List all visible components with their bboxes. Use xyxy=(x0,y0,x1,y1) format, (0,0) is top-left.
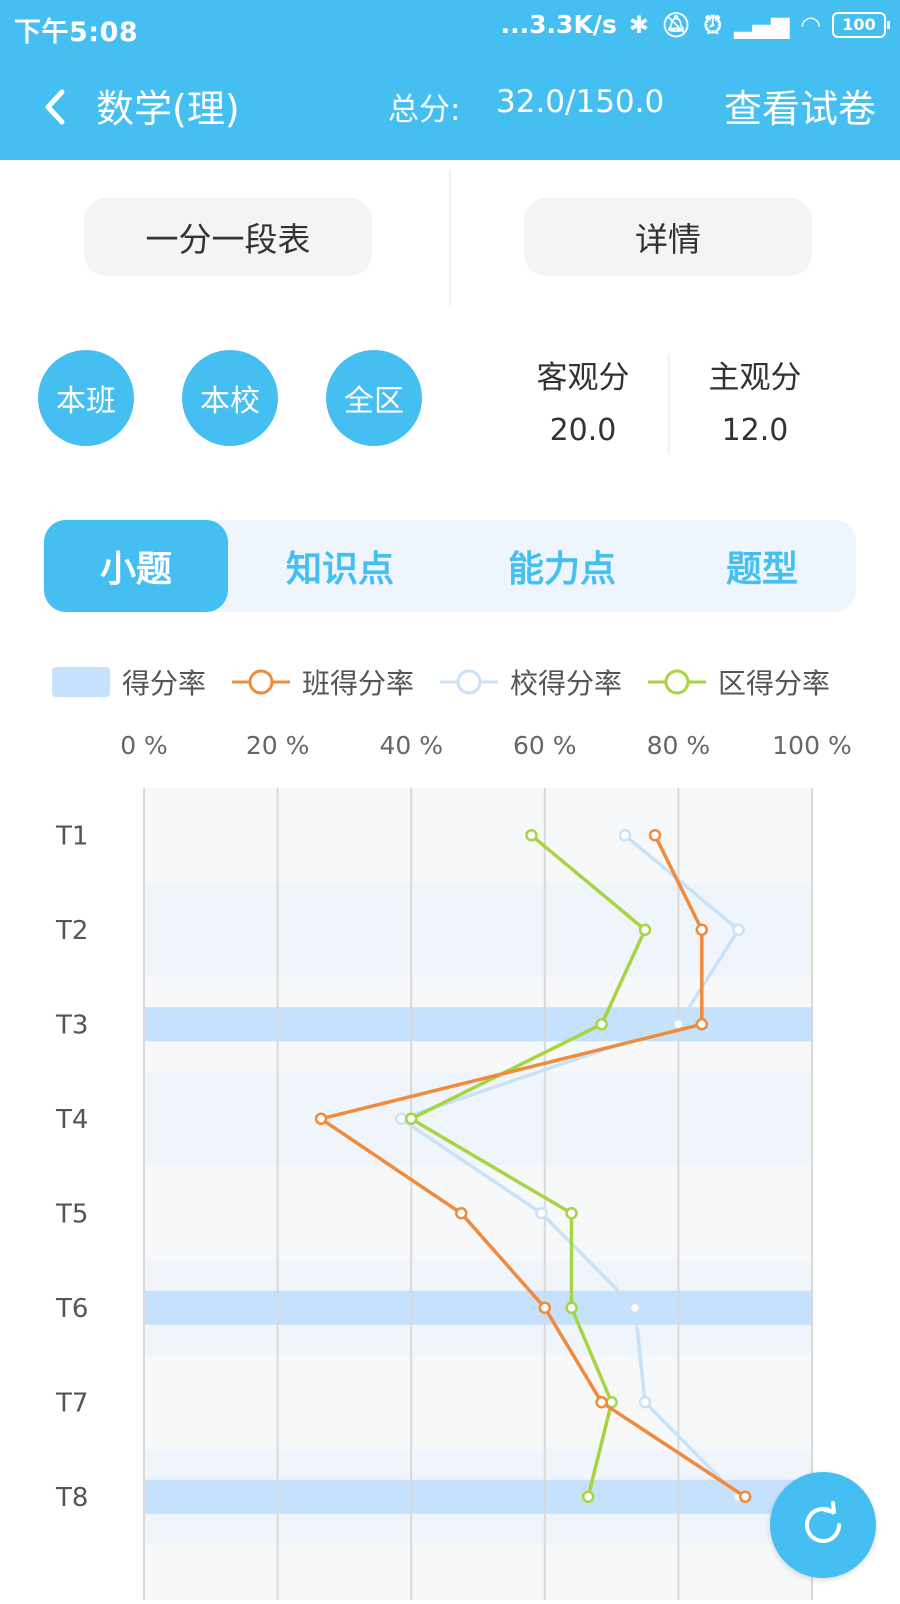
legend-school-line xyxy=(440,669,498,695)
legend-district-line xyxy=(648,669,706,695)
district-rate-point xyxy=(565,1301,578,1314)
class-rate-point xyxy=(648,829,662,842)
x-tick-label: 100 % xyxy=(772,731,851,760)
row-band xyxy=(144,882,812,977)
y-tick-label: T6 xyxy=(55,1294,88,1324)
legend-class-rate-label: 班得分率 xyxy=(302,667,415,700)
row-band xyxy=(144,1355,812,1450)
y-tick-label: T7 xyxy=(55,1388,88,1418)
mute-icon: 🔕︎ xyxy=(660,10,692,39)
school-rate-point xyxy=(618,829,632,842)
legend-district-rate: 区得分率 xyxy=(648,660,830,704)
legend-school-rate-label: 校得分率 xyxy=(510,667,623,700)
legend-score-rate-label: 得分率 xyxy=(122,667,207,700)
tab-knowledge-points[interactable]: 知识点 xyxy=(285,549,394,590)
scope-district-button[interactable]: 全区 xyxy=(326,350,422,446)
tab-question-types[interactable]: 题型 xyxy=(725,549,798,590)
score-rate-bar xyxy=(144,1007,812,1042)
school-rate-point xyxy=(394,1112,408,1125)
y-tick-label: T4 xyxy=(55,1105,88,1135)
legend-district-rate-label: 区得分率 xyxy=(718,667,831,700)
wifi-icon: ◠ xyxy=(801,10,820,39)
title-bar: 数学(理) 总分: 32.0/150.0 查看试卷 xyxy=(0,60,900,152)
school-rate-point xyxy=(535,1207,548,1220)
score-rate-bar xyxy=(144,1479,812,1514)
y-tick-label: T2 xyxy=(55,916,88,946)
app-header: 下午5:08 ...3.3K/s ✱ 🔕︎ ⏰︎ ▂▄▆ ◠ 100 数学(理)… xyxy=(0,0,900,160)
row-band xyxy=(144,1166,812,1261)
school-rate-point xyxy=(732,923,745,936)
signal-hd-icon: ▂▄▆ xyxy=(734,10,790,39)
refresh-icon xyxy=(805,1501,841,1543)
chart-legend: 得分率 班得分率 校得分率 区得分率 xyxy=(52,660,872,704)
district-rate-point xyxy=(404,1112,418,1125)
y-tick-label: T1 xyxy=(55,821,88,851)
district-rate-point xyxy=(565,1207,578,1220)
details-button[interactable]: 详情 xyxy=(524,198,812,276)
legend-score-rate: 得分率 xyxy=(52,660,206,704)
view-paper-button[interactable]: 查看试卷 xyxy=(723,87,876,131)
district-rate-point xyxy=(581,1490,595,1503)
divider xyxy=(668,354,670,454)
district-rate-point xyxy=(638,923,652,936)
x-tick-label: 0 % xyxy=(120,731,168,760)
class-rate-point xyxy=(455,1207,468,1220)
class-rate-line xyxy=(319,834,747,1499)
x-tick-label: 40 % xyxy=(379,731,443,760)
scope-class-button[interactable]: 本班 xyxy=(38,350,134,446)
chevron-left-icon[interactable] xyxy=(36,82,76,132)
tab-bar: 小题 知识点 能力点 题型 xyxy=(44,520,856,612)
bluetooth-icon: ✱ xyxy=(628,10,649,39)
school-rate-point xyxy=(628,1301,642,1314)
school-rate-line xyxy=(399,833,741,1499)
score-rate-bar xyxy=(144,1290,812,1325)
class-rate-point xyxy=(595,1396,608,1409)
legend-bar-swatch xyxy=(52,667,110,697)
x-tick-label: 20 % xyxy=(246,731,310,760)
row-band xyxy=(144,788,812,883)
battery-icon: 100 xyxy=(832,11,890,38)
score-rate-chart: 0 % 20 % 40 % 60 % 80 % 100 % T1 T2 T3 T4 T5 T6 T7 T8 xyxy=(0,730,900,1600)
divider xyxy=(449,170,451,306)
y-tick-label: T3 xyxy=(55,1010,88,1040)
legend-class-rate: 班得分率 xyxy=(232,660,414,704)
tab-questions[interactable]: 小题 xyxy=(44,520,228,612)
class-rate-point xyxy=(738,1490,752,1503)
subjective-score-label: 主观分 xyxy=(708,360,802,396)
district-rate-point xyxy=(595,1018,608,1031)
status-bar: 下午5:08 ...3.3K/s ✱ 🔕︎ ⏰︎ ▂▄▆ ◠ 100 xyxy=(0,0,900,52)
alarm-icon: ⏰︎ xyxy=(703,10,723,39)
objective-score: 客观分 20.0 xyxy=(498,352,668,448)
action-row: 一分一段表 详情 xyxy=(0,170,900,306)
segment-table-button[interactable]: 一分一段表 xyxy=(84,198,372,276)
y-tick-label: T5 xyxy=(55,1199,88,1229)
row-band xyxy=(144,1544,812,1600)
district-rate-point xyxy=(525,829,538,842)
class-rate-point xyxy=(314,1112,328,1125)
chart-svg: 0 % 20 % 40 % 60 % 80 % 100 % T1 T2 T3 T4 T5 T6 T7 T8 xyxy=(55,731,852,1600)
objective-score-value: 20.0 xyxy=(549,413,617,448)
page-title: 数学(理) xyxy=(96,87,240,131)
status-icons: ...3.3K/s ✱ 🔕︎ ⏰︎ ▂▄▆ ◠ 100 xyxy=(500,10,890,39)
class-rate-point xyxy=(695,923,709,936)
legend-class-line xyxy=(232,669,290,695)
subjective-score-value: 12.0 xyxy=(721,413,789,448)
district-rate-line xyxy=(409,833,647,1498)
network-speed: ...3.3K/s xyxy=(500,10,617,39)
tab-ability-points[interactable]: 能力点 xyxy=(507,549,616,590)
y-tick-label: T8 xyxy=(55,1483,88,1513)
refresh-button[interactable] xyxy=(770,1472,876,1578)
class-rate-point xyxy=(695,1018,709,1031)
x-tick-label: 60 % xyxy=(513,731,577,760)
class-rate-point xyxy=(538,1301,552,1314)
status-time: 下午5:08 xyxy=(14,17,139,48)
school-rate-point xyxy=(638,1396,652,1409)
total-score-value: 32.0/150.0 xyxy=(496,84,665,120)
legend-school-rate: 校得分率 xyxy=(440,660,622,704)
x-tick-label: 80 % xyxy=(647,731,711,760)
objective-score-label: 客观分 xyxy=(536,360,630,396)
subjective-score: 主观分 12.0 xyxy=(670,352,840,448)
total-score-label: 总分: xyxy=(388,92,461,128)
scope-school-button[interactable]: 本校 xyxy=(182,350,278,446)
